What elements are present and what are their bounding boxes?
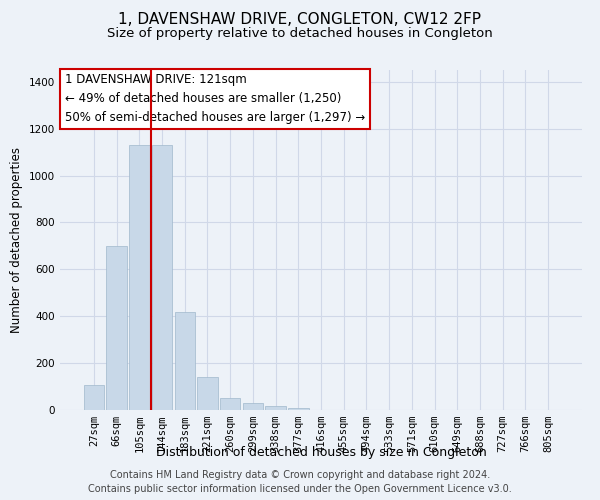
Text: Distribution of detached houses by size in Congleton: Distribution of detached houses by size …: [155, 446, 487, 459]
Bar: [84, 386, 104, 410]
Bar: [197, 377, 218, 410]
Bar: [265, 406, 286, 410]
Bar: [288, 408, 308, 410]
Bar: [175, 312, 195, 410]
Text: Contains HM Land Registry data © Crown copyright and database right 2024.
Contai: Contains HM Land Registry data © Crown c…: [88, 470, 512, 494]
Bar: [106, 246, 127, 410]
Text: Size of property relative to detached houses in Congleton: Size of property relative to detached ho…: [107, 28, 493, 40]
Bar: [242, 403, 263, 410]
Text: 1 DAVENSHAW DRIVE: 121sqm
← 49% of detached houses are smaller (1,250)
50% of se: 1 DAVENSHAW DRIVE: 121sqm ← 49% of detac…: [65, 74, 365, 124]
Bar: [220, 398, 241, 410]
Bar: [152, 145, 172, 410]
Bar: [129, 145, 149, 410]
Y-axis label: Number of detached properties: Number of detached properties: [10, 147, 23, 333]
Text: 1, DAVENSHAW DRIVE, CONGLETON, CW12 2FP: 1, DAVENSHAW DRIVE, CONGLETON, CW12 2FP: [119, 12, 482, 28]
